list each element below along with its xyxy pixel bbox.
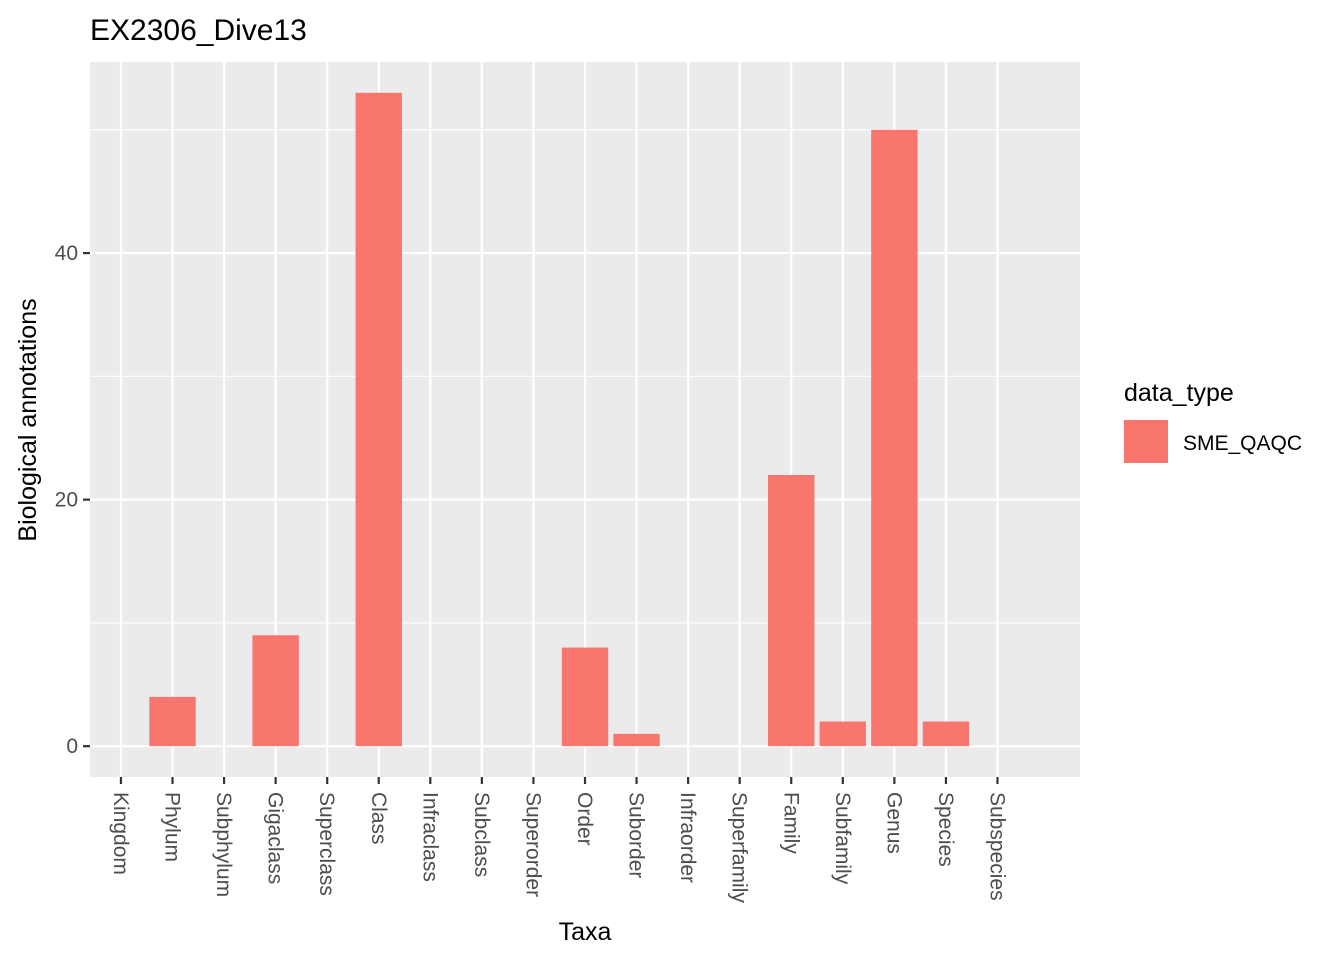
x-tick-label: Subclass (470, 792, 493, 877)
x-tick-label: Phylum (161, 792, 184, 862)
y-axis-title: Biological annotations (14, 298, 42, 541)
legend-title: data_type (1124, 379, 1234, 407)
bar-series (149, 92, 970, 747)
x-tick-label: Class (367, 792, 390, 845)
bar-gigaclass (252, 635, 299, 747)
x-tick-label: Superclass (315, 792, 338, 896)
x-tick-label: Subspecies (986, 792, 1009, 901)
x-tick-label: Suborder (625, 792, 648, 878)
bar-genus (871, 129, 918, 747)
x-axis: Kingdom Phylum Subphylum Gigaclass Superclas… (109, 777, 1009, 903)
bar-species (922, 721, 970, 747)
bar-family (768, 474, 815, 747)
y-axis: 0 20 40 (55, 242, 90, 758)
legend-label-sme-qaqc: SME_QAQC (1183, 432, 1302, 455)
bar-suborder (613, 733, 660, 747)
y-tick-label: 20 (55, 489, 78, 512)
x-tick-label: Order (573, 792, 596, 846)
bar-order (561, 647, 609, 747)
x-tick-label: Family (779, 792, 802, 854)
legend-key-sme-qaqc (1124, 420, 1168, 463)
chart-title: EX2306_Dive13 (90, 14, 307, 47)
x-tick-label: Infraorder (676, 792, 699, 883)
y-tick-label: 40 (55, 242, 78, 265)
x-tick-label: Gigaclass (264, 792, 287, 884)
x-axis-title: Taxa (559, 918, 612, 946)
bar-phylum (149, 696, 196, 747)
x-tick-label: Subphylum (212, 792, 235, 897)
x-tick-label: Infraclass (418, 792, 441, 882)
x-tick-label: Subfamily (831, 792, 854, 885)
bar-class (355, 92, 402, 747)
x-tick-label: Superfamily (728, 792, 751, 903)
x-tick-label: Superorder (521, 792, 544, 897)
legend: data_type SME_QAQC (1124, 379, 1302, 463)
y-tick-label: 0 (66, 735, 78, 758)
x-tick-label: Species (934, 792, 957, 867)
x-tick-label: Kingdom (109, 792, 132, 875)
x-tick-label: Genus (882, 792, 905, 854)
bar-subfamily (819, 721, 867, 747)
